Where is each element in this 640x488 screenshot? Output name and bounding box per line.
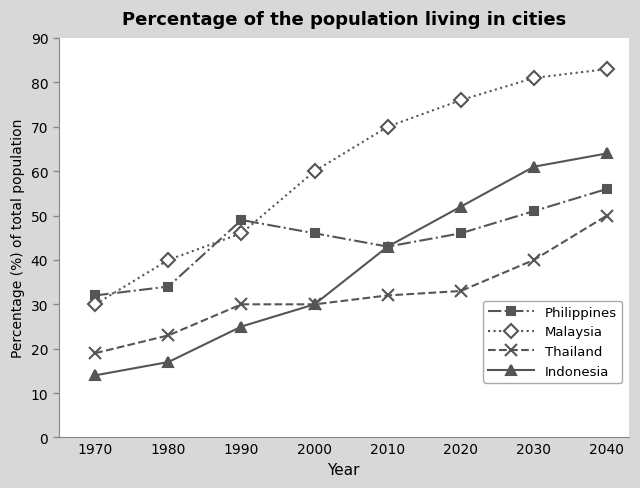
Title: Percentage of the population living in cities: Percentage of the population living in c… (122, 11, 566, 29)
Philippines (384, 244, 392, 250)
Thailand (310, 302, 318, 307)
Malaysia (384, 124, 392, 130)
Y-axis label: Percentage (%) of total population: Percentage (%) of total population (11, 119, 25, 358)
Philippines (603, 186, 611, 192)
Line: Malaysia: Malaysia (90, 65, 612, 309)
Thailand (164, 333, 172, 339)
Malaysia (310, 169, 318, 175)
Indonesia (603, 151, 611, 157)
Malaysia (457, 98, 465, 104)
Philippines (530, 209, 538, 215)
Indonesia (310, 302, 318, 307)
Philippines (92, 293, 99, 299)
Line: Philippines: Philippines (91, 185, 611, 300)
Indonesia (384, 244, 392, 250)
Thailand (92, 350, 99, 356)
Malaysia (237, 231, 245, 237)
Malaysia (603, 67, 611, 73)
Malaysia (530, 76, 538, 81)
Indonesia (530, 164, 538, 170)
Indonesia (92, 373, 99, 379)
Philippines (237, 218, 245, 224)
Indonesia (237, 324, 245, 330)
Thailand (457, 288, 465, 294)
Philippines (310, 231, 318, 237)
Indonesia (164, 359, 172, 365)
Thailand (237, 302, 245, 307)
Thailand (603, 213, 611, 219)
Thailand (384, 293, 392, 299)
Malaysia (164, 258, 172, 264)
Malaysia (92, 302, 99, 307)
Philippines (164, 284, 172, 290)
X-axis label: Year: Year (328, 462, 360, 477)
Legend: Philippines, Malaysia, Thailand, Indonesia: Philippines, Malaysia, Thailand, Indones… (483, 301, 622, 383)
Thailand (530, 258, 538, 264)
Indonesia (457, 204, 465, 210)
Line: Thailand: Thailand (90, 210, 612, 359)
Philippines (457, 231, 465, 237)
Line: Indonesia: Indonesia (90, 149, 612, 381)
